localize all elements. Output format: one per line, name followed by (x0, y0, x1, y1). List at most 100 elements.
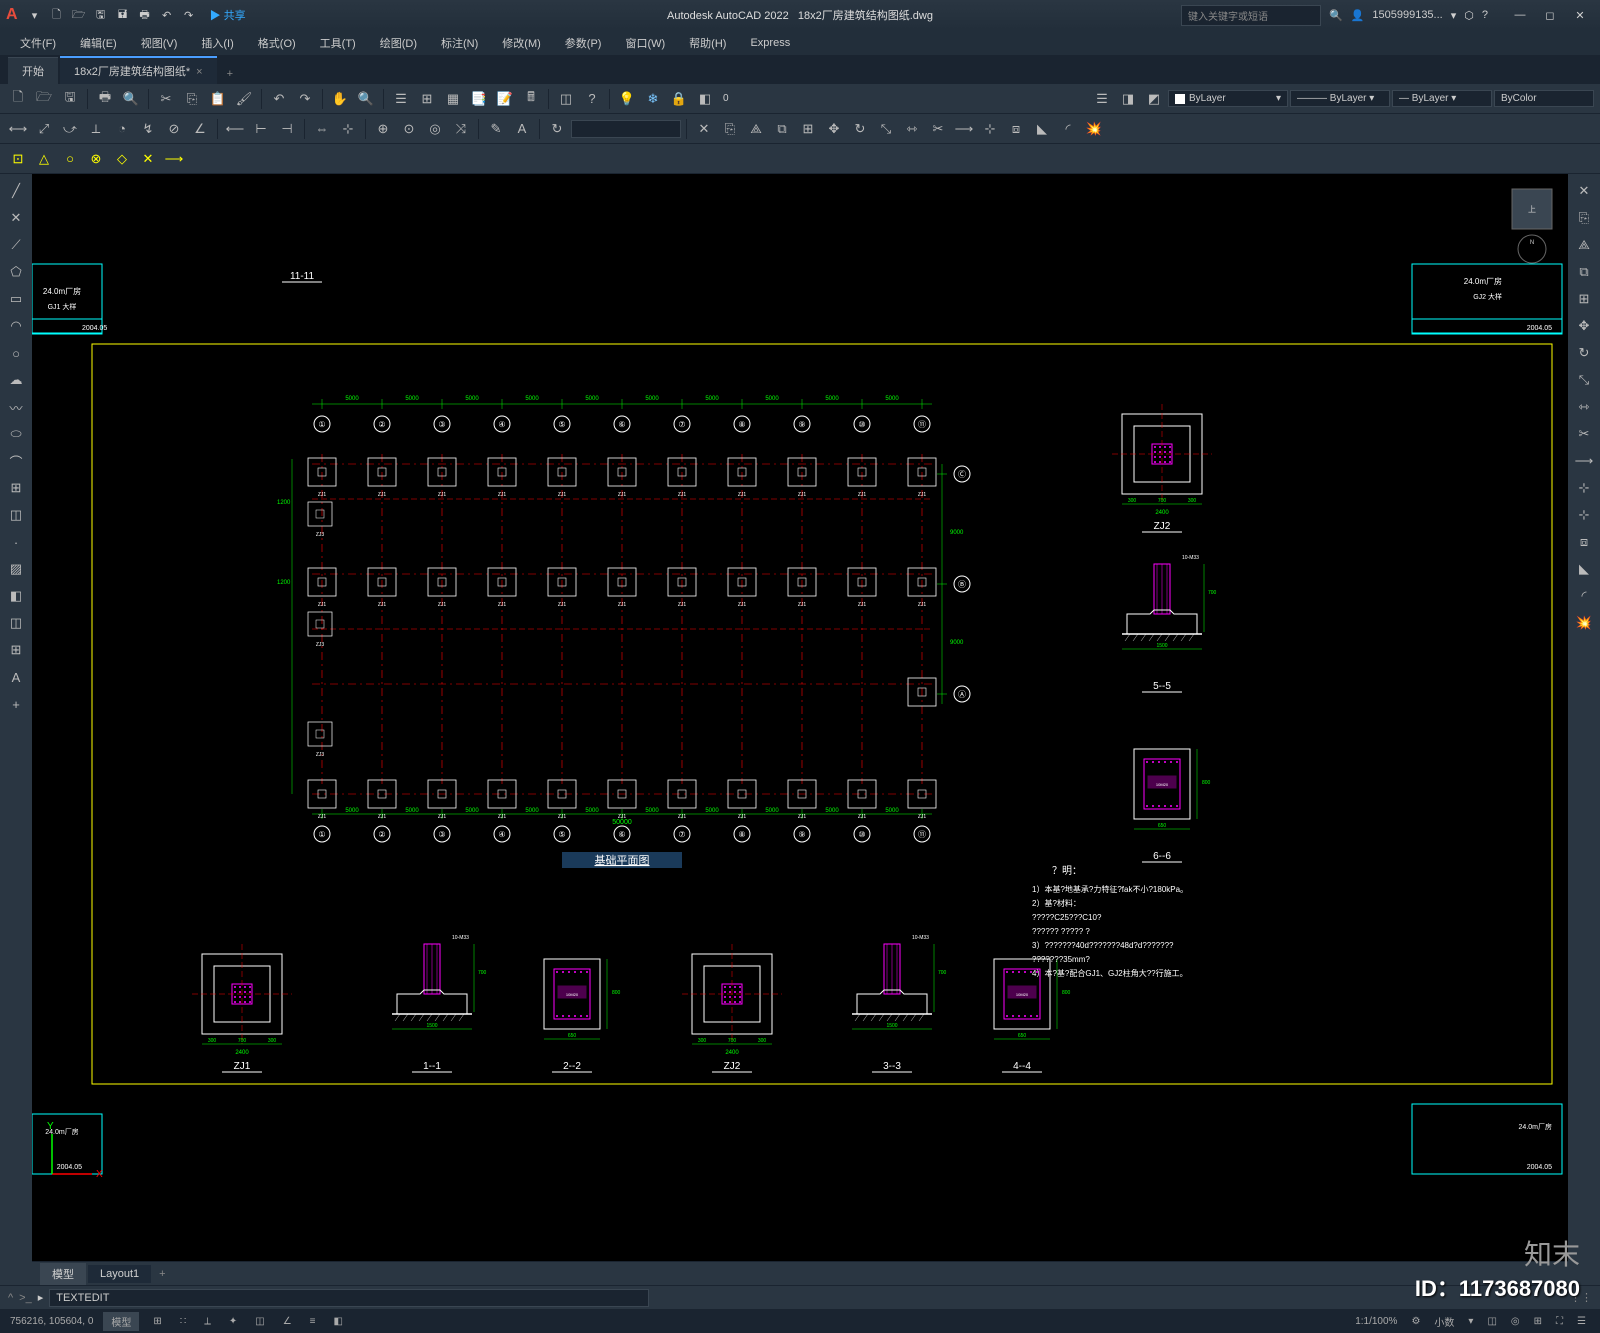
chamfer2-icon[interactable]: ◣ (1570, 556, 1598, 582)
preview-tool-icon[interactable]: 🔍 (119, 87, 143, 111)
matchprop-tool-icon[interactable]: 🖌 (232, 87, 256, 111)
fillet2-icon[interactable]: ◜ (1570, 583, 1598, 609)
command-input[interactable] (49, 1289, 649, 1307)
dim-aligned-icon[interactable]: ⤢ (32, 117, 56, 141)
calc-tool-icon[interactable]: 🖩 (519, 87, 543, 111)
menu-insert[interactable]: 插入(I) (191, 31, 243, 55)
gear-icon[interactable]: ⚙ (1407, 1314, 1424, 1329)
dimstyle-input[interactable] (571, 120, 681, 138)
snap-end-icon[interactable]: ⊡ (6, 147, 30, 171)
table-icon[interactable]: ⊞ (2, 637, 30, 663)
tab-start[interactable]: 开始 (8, 57, 58, 84)
dim-radius-icon[interactable]: ◔ (110, 117, 134, 141)
extend-icon[interactable]: ⟶ (952, 117, 976, 141)
menu-edit[interactable]: 编辑(E) (70, 31, 127, 55)
menu-dimension[interactable]: 标注(N) (431, 31, 488, 55)
dim-quick-icon[interactable]: ⟵ (223, 117, 247, 141)
menu-draw[interactable]: 绘图(D) (370, 31, 427, 55)
extend2-icon[interactable]: ⟶ (1570, 448, 1598, 474)
tab-file[interactable]: 18x2厂房建筑结构图纸*× (60, 56, 217, 84)
redo-tool-icon[interactable]: ↷ (293, 87, 317, 111)
model-tab[interactable]: 模型 (40, 1263, 86, 1285)
layer-freeze-icon[interactable]: ❄ (641, 87, 665, 111)
centermark-icon[interactable]: ⊙ (397, 117, 421, 141)
plot-tool-icon[interactable]: 🖶 (93, 87, 117, 111)
snap-toggle-icon[interactable]: ∷ (176, 1314, 190, 1329)
inspection-icon[interactable]: ◎ (423, 117, 447, 141)
designcenter-tool-icon[interactable]: ⊞ (415, 87, 439, 111)
move-icon[interactable]: ✥ (822, 117, 846, 141)
units-icon[interactable]: ▾ (1464, 1314, 1477, 1329)
scale-readout[interactable]: 1:1/100% (1351, 1314, 1401, 1329)
a360-icon[interactable]: ⬡ (1464, 9, 1474, 22)
xline-icon[interactable]: ✕ (2, 205, 30, 231)
erase-icon[interactable]: ✕ (692, 117, 716, 141)
menu-window[interactable]: 窗口(W) (615, 31, 675, 55)
rotate-icon[interactable]: ↻ (848, 117, 872, 141)
arc-icon[interactable]: ◠ (2, 313, 30, 339)
snap-int-icon[interactable]: ✕ (136, 147, 160, 171)
zoom-tool-icon[interactable]: 🔍 (354, 87, 378, 111)
menu-format[interactable]: 格式(O) (248, 31, 306, 55)
erase2-icon[interactable]: ✕ (1570, 178, 1598, 204)
explode-icon[interactable]: 💥 (1082, 117, 1106, 141)
toolpalette-tool-icon[interactable]: ▦ (441, 87, 465, 111)
trim2-icon[interactable]: ✂ (1570, 421, 1598, 447)
dim-break-icon[interactable]: ⊹ (336, 117, 360, 141)
plotcolor-dropdown[interactable]: ByColor (1494, 90, 1594, 107)
dim-angular-icon[interactable]: ∠ (188, 117, 212, 141)
hatch-icon[interactable]: ▨ (2, 556, 30, 582)
polygon-icon[interactable]: ⬠ (2, 259, 30, 285)
cut-tool-icon[interactable]: ✂ (154, 87, 178, 111)
isolate-icon[interactable]: ◎ (1507, 1314, 1524, 1329)
user-icon[interactable]: 👤 (1351, 9, 1365, 22)
trim-icon[interactable]: ✂ (926, 117, 950, 141)
plot-icon[interactable]: 🖶 (136, 6, 154, 24)
scale-icon[interactable]: ⤡ (874, 117, 898, 141)
layer-iso-icon[interactable]: ◨ (1116, 87, 1140, 111)
offset2-icon[interactable]: ⧉ (1570, 259, 1598, 285)
layout-add-icon[interactable]: + (151, 1265, 173, 1283)
menu-view[interactable]: 视图(V) (131, 31, 188, 55)
rotate2-icon[interactable]: ↻ (1570, 340, 1598, 366)
layer-lock-icon[interactable]: 🔒 (667, 87, 691, 111)
menu-parametric[interactable]: 参数(P) (555, 31, 612, 55)
polar-toggle-icon[interactable]: ✦ (225, 1314, 241, 1329)
offset-icon[interactable]: ⧉ (770, 117, 794, 141)
lineweight-dropdown[interactable]: — ByLayer ▾ (1392, 90, 1492, 107)
help-tool-icon[interactable]: ? (580, 87, 604, 111)
layout-tab[interactable]: Layout1 (88, 1265, 151, 1283)
ellipsearc-icon[interactable]: ⌒ (2, 448, 30, 474)
move2-icon[interactable]: ✥ (1570, 313, 1598, 339)
menu-modify[interactable]: 修改(M) (492, 31, 551, 55)
redo-icon[interactable]: ↷ (180, 6, 198, 24)
copy2-icon[interactable]: ⎘ (718, 117, 742, 141)
pan-tool-icon[interactable]: ✋ (328, 87, 352, 111)
insert-icon[interactable]: ⊞ (2, 475, 30, 501)
linetype-dropdown[interactable]: ——— ByLayer ▾ (1290, 90, 1390, 107)
lwt-toggle-icon[interactable]: ≡ (306, 1314, 320, 1329)
makeblock-icon[interactable]: ◫ (2, 502, 30, 528)
share-button[interactable]: ▶ 共享 (210, 7, 246, 23)
break-icon[interactable]: ⊹ (978, 117, 1002, 141)
hardware-icon[interactable]: ⊞ (1530, 1314, 1546, 1329)
revcloud-icon[interactable]: ☁ (2, 367, 30, 393)
close-button[interactable]: ✕ (1566, 5, 1594, 25)
autodesk-app-icon[interactable]: ▾ (1451, 9, 1457, 22)
undo-icon[interactable]: ↶ (158, 6, 176, 24)
breakpt-icon[interactable]: ⊹ (1570, 475, 1598, 501)
drawing-canvas[interactable]: 24.0m厂房GJ1 大样2004.0524.0m厂房GJ2 大样2004.05… (32, 174, 1568, 1285)
new-icon[interactable]: 🗋 (48, 6, 66, 24)
layer-uniso-icon[interactable]: ◩ (1142, 87, 1166, 111)
ellipse-icon[interactable]: ⬭ (2, 421, 30, 447)
otrack-toggle-icon[interactable]: ∠ (279, 1314, 296, 1329)
array-icon[interactable]: ⊞ (796, 117, 820, 141)
sheetset-tool-icon[interactable]: 📑 (467, 87, 491, 111)
open-icon[interactable]: 🗁 (70, 6, 88, 24)
block-tool-icon[interactable]: ◫ (554, 87, 578, 111)
break2-icon[interactable]: ⊹ (1570, 502, 1598, 528)
model-space-button[interactable]: 模型 (103, 1312, 139, 1331)
dimtedit-icon[interactable]: A (510, 117, 534, 141)
dim-arc-icon[interactable]: ⤻ (58, 117, 82, 141)
snap-node-icon[interactable]: ⊗ (84, 147, 108, 171)
